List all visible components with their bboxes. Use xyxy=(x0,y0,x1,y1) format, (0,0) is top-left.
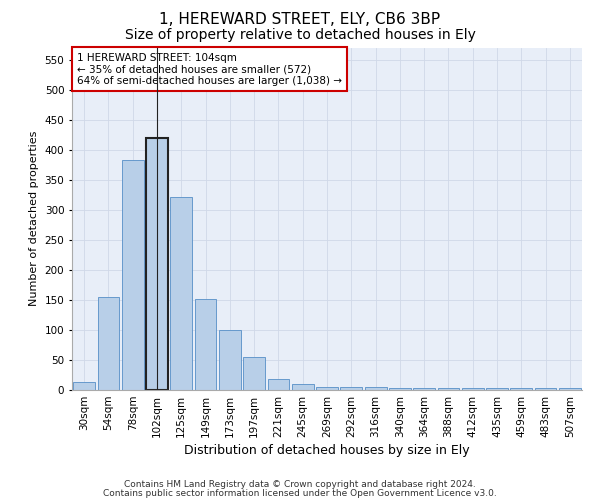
Y-axis label: Number of detached properties: Number of detached properties xyxy=(29,131,39,306)
Bar xyxy=(97,297,119,390)
Bar xyxy=(389,388,411,390)
Bar xyxy=(122,160,143,390)
Bar xyxy=(194,298,217,390)
Bar xyxy=(292,384,314,390)
Bar xyxy=(511,388,532,390)
Bar xyxy=(462,388,484,390)
Bar xyxy=(365,387,386,390)
Bar xyxy=(219,330,241,390)
Bar xyxy=(559,388,581,390)
Text: Contains public sector information licensed under the Open Government Licence v3: Contains public sector information licen… xyxy=(103,488,497,498)
Bar xyxy=(486,388,508,390)
Bar xyxy=(437,388,460,390)
Text: Contains HM Land Registry data © Crown copyright and database right 2024.: Contains HM Land Registry data © Crown c… xyxy=(124,480,476,489)
Bar xyxy=(413,388,435,390)
Bar xyxy=(170,196,192,390)
Bar xyxy=(73,382,95,390)
Bar xyxy=(243,357,265,390)
X-axis label: Distribution of detached houses by size in Ely: Distribution of detached houses by size … xyxy=(184,444,470,457)
Text: Size of property relative to detached houses in Ely: Size of property relative to detached ho… xyxy=(125,28,475,42)
Bar xyxy=(268,379,289,390)
Text: 1 HEREWARD STREET: 104sqm
← 35% of detached houses are smaller (572)
64% of semi: 1 HEREWARD STREET: 104sqm ← 35% of detac… xyxy=(77,52,342,86)
Bar xyxy=(146,138,168,390)
Text: 1, HEREWARD STREET, ELY, CB6 3BP: 1, HEREWARD STREET, ELY, CB6 3BP xyxy=(160,12,440,28)
Bar xyxy=(316,387,338,390)
Bar xyxy=(340,387,362,390)
Bar xyxy=(535,388,556,390)
